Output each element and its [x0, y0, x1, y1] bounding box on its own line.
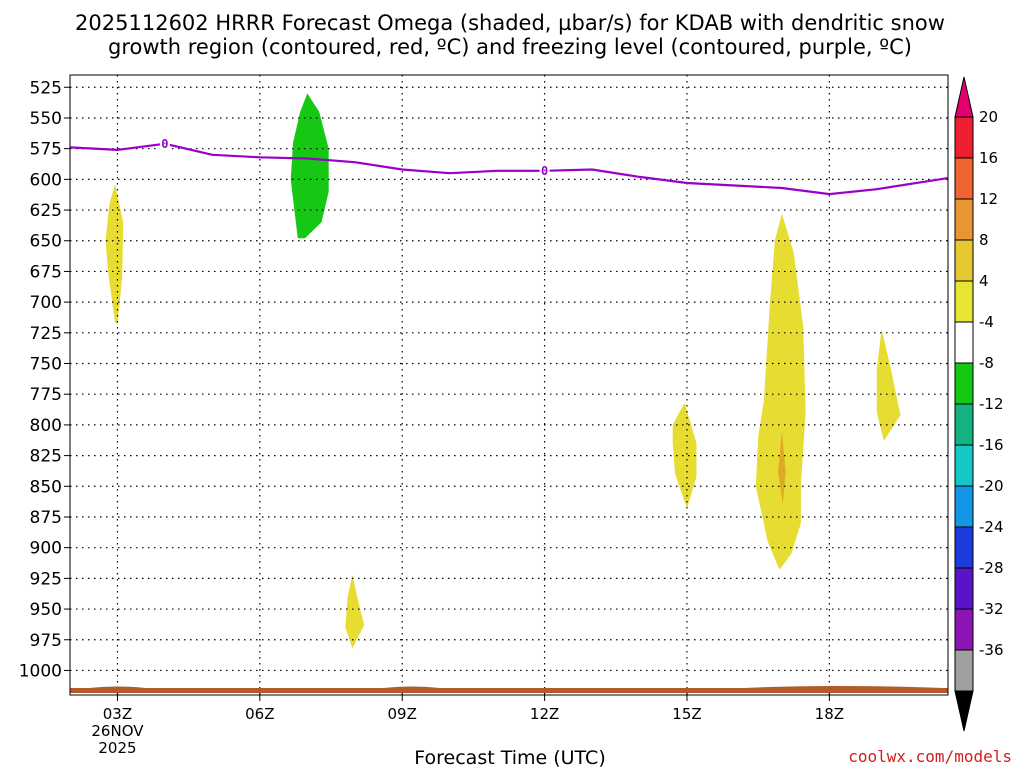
freezing-level-label-bg-1	[539, 162, 550, 178]
y-tick-label-750: 750	[30, 355, 62, 375]
freezing-level-line	[69, 142, 949, 196]
omega-region-4	[755, 213, 806, 570]
colorbar-segment-10	[954, 485, 974, 528]
y-tick-label-525: 525	[30, 78, 62, 98]
colorbar-segment-2	[954, 157, 974, 200]
colorbar-segment-4	[954, 239, 974, 282]
freezing-level-label-0: 0	[161, 137, 168, 151]
x-tick-label-15Z: 15Z	[672, 705, 701, 723]
colorbar-tick-12: -32	[979, 600, 1004, 618]
y-tick-label-650: 650	[30, 232, 62, 252]
terrain-bump-2	[383, 686, 441, 688]
colorbar-segment-1	[954, 116, 974, 159]
colorbar-tick-0: 20	[979, 108, 998, 126]
omega-region-3	[672, 402, 697, 509]
colorbar-tick-13: -36	[979, 641, 1004, 659]
y-tick-label-675: 675	[30, 262, 62, 282]
y-tick-label-900: 900	[30, 539, 62, 559]
colorbar-segment-5	[954, 280, 974, 323]
colorbar-tick-7: -12	[979, 395, 1004, 413]
credit-text: coolwx.com/models	[848, 747, 1012, 766]
omega-region-2	[345, 574, 365, 649]
chart-title-line-2: growth region (contoured, red, ºC) and f…	[108, 35, 912, 59]
colorbar-segment-7	[954, 362, 974, 405]
x-date-label-day: 26NOV	[91, 722, 144, 740]
terrain-bump-3	[743, 686, 944, 688]
omega-region-6	[778, 431, 786, 505]
colorbar-tick-1: 16	[979, 149, 998, 167]
colorbar-bottom-arrow	[954, 690, 974, 732]
x-axis-label: Forecast Time (UTC)	[414, 747, 605, 768]
colorbar-tick-11: -28	[979, 559, 1004, 577]
y-tick-label-700: 700	[30, 293, 62, 313]
x-tick-label-09Z: 09Z	[388, 705, 417, 723]
x-tick-label-06Z: 06Z	[245, 705, 274, 723]
colorbar-segment-9	[954, 444, 974, 487]
freezing-level-label-bg-0	[159, 135, 170, 151]
omega-region-0	[290, 93, 329, 239]
x-tick-label-12Z: 12Z	[530, 705, 559, 723]
y-tick-label-925: 925	[30, 569, 62, 589]
y-tick-label-875: 875	[30, 508, 62, 528]
freezing-level-label-1: 0	[541, 164, 548, 178]
colorbar-segment-11	[954, 526, 974, 569]
plot-border	[69, 74, 949, 696]
colorbar-tick-4: 4	[979, 272, 989, 290]
y-tick-label-1000: 1000	[19, 661, 62, 681]
omega-region-5	[876, 329, 901, 441]
y-tick-label-825: 825	[30, 447, 62, 467]
colorbar-tick-5: -4	[979, 313, 994, 331]
colorbar-tick-9: -20	[979, 477, 1004, 495]
colorbar-segment-13	[954, 608, 974, 651]
colorbar-tick-6: -8	[979, 354, 994, 372]
colorbar-segment-3	[954, 198, 974, 241]
colorbar-tick-2: 12	[979, 190, 998, 208]
y-tick-label-550: 550	[30, 109, 62, 129]
colorbar-segment-8	[954, 403, 974, 446]
y-tick-label-950: 950	[30, 600, 62, 620]
colorbar-tick-3: 8	[979, 231, 989, 249]
omega-region-1	[105, 184, 124, 323]
y-tick-label-625: 625	[30, 201, 62, 221]
colorbar-tick-10: -24	[979, 518, 1004, 536]
terrain-bump-1	[88, 686, 146, 688]
y-tick-label-975: 975	[30, 631, 62, 651]
y-tick-label-850: 850	[30, 477, 62, 497]
terrain-strip	[70, 688, 948, 693]
x-tick-label-18Z: 18Z	[815, 705, 844, 723]
colorbar-segment-6	[954, 321, 974, 364]
plot-area: 525 550 575 600 625 650 675 700 725 750 775 800 825 8…	[19, 74, 949, 757]
colorbar-segment-12	[954, 567, 974, 610]
y-tick-label-600: 600	[30, 170, 62, 190]
x-tick-label-03Z: 03Z	[103, 705, 132, 723]
y-tick-label-775: 775	[30, 385, 62, 405]
x-date-label-year: 2025	[98, 739, 136, 757]
colorbar: 20 16 12 8 4 -4 -8 -12 -16 -20 -24 -28 -32 -36	[954, 76, 1004, 732]
colorbar-tick-8: -16	[979, 436, 1004, 454]
chart-title-line-1: 2025112602 HRRR Forecast Omega (shaded, …	[75, 11, 945, 35]
colorbar-segment-14	[954, 649, 974, 692]
y-tick-label-725: 725	[30, 324, 62, 344]
y-tick-label-575: 575	[30, 140, 62, 160]
y-tick-label-800: 800	[30, 416, 62, 436]
